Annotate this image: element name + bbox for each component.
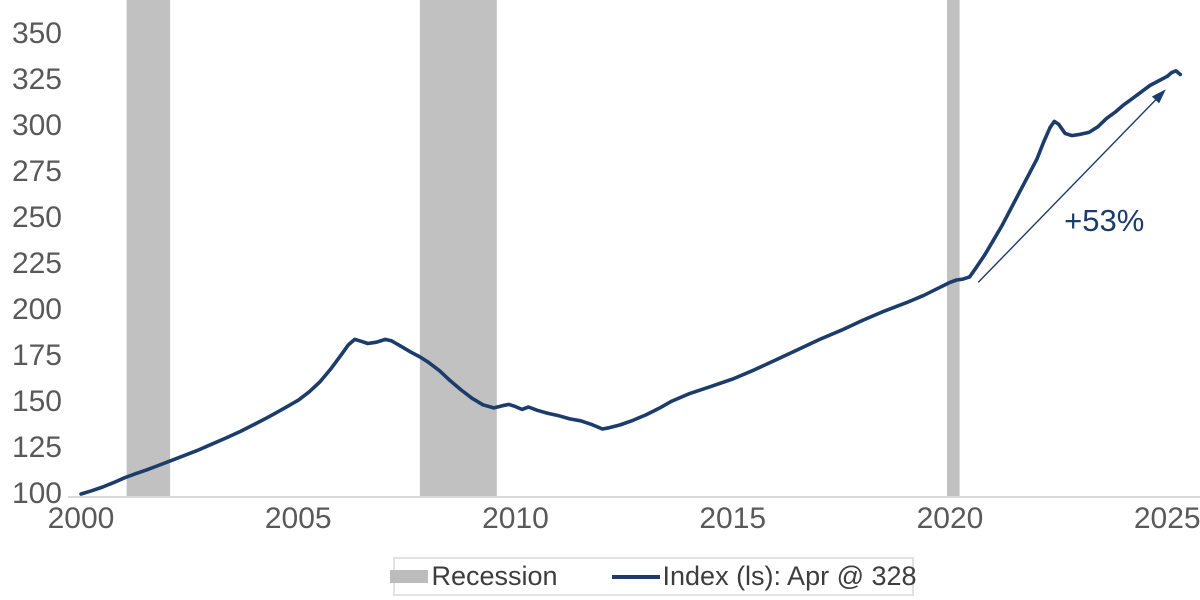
recession-swatch-icon [390, 570, 429, 583]
y-axis-tick-label: 175 [11, 339, 62, 372]
y-axis-tick-label: 225 [11, 247, 62, 280]
x-axis-tick-label: 2010 [482, 502, 549, 535]
recession-band [947, 0, 960, 497]
index-series-layer [79, 69, 1183, 496]
recession-band [419, 0, 497, 497]
annotation-growth-label: +53% [1064, 203, 1144, 238]
legend-recession-label: Recession [431, 561, 558, 591]
index-line-swatch-icon [611, 574, 660, 579]
y-axis-tick-label: 300 [11, 109, 62, 142]
growth-arrow-layer [977, 89, 1166, 283]
index-line [79, 69, 1183, 496]
recession-bands-layer [126, 0, 960, 497]
axis-line-layer [68, 496, 1200, 498]
x-axis-tick-label: 2020 [916, 502, 984, 535]
y-axis-tick-label: 325 [11, 63, 62, 96]
y-axis-tick-label: 150 [11, 385, 62, 418]
x-axis-tick-label: 2015 [699, 502, 767, 535]
x-axis-tick-label: 2000 [47, 502, 115, 535]
y-axis-tick-label: 200 [11, 293, 62, 326]
line-chart-canvas: +53% [68, 0, 1200, 498]
x-axis-tick-label: 2025 [1133, 502, 1200, 535]
legend-index-label: Index (ls): Apr @ 328 [662, 561, 917, 591]
y-axis-tick-label: 100 [11, 477, 62, 510]
y-axis-tick-label: 350 [11, 17, 62, 50]
legend-item-recession: Recession [390, 561, 558, 592]
growth-arrow-shaft [977, 95, 1161, 283]
x-axis-tick-label: 2005 [264, 502, 332, 535]
recession-band [126, 0, 171, 497]
y-axis-tick-label: 125 [11, 431, 62, 464]
legend: Recession Index (ls): Apr @ 328 [390, 557, 917, 596]
x-axis-line [68, 496, 1200, 498]
legend-item-index: Index (ls): Apr @ 328 [611, 561, 917, 592]
y-axis-tick-label: 250 [11, 201, 62, 234]
y-axis-tick-label: 275 [11, 155, 62, 188]
growth-arrow-head [1151, 89, 1166, 104]
